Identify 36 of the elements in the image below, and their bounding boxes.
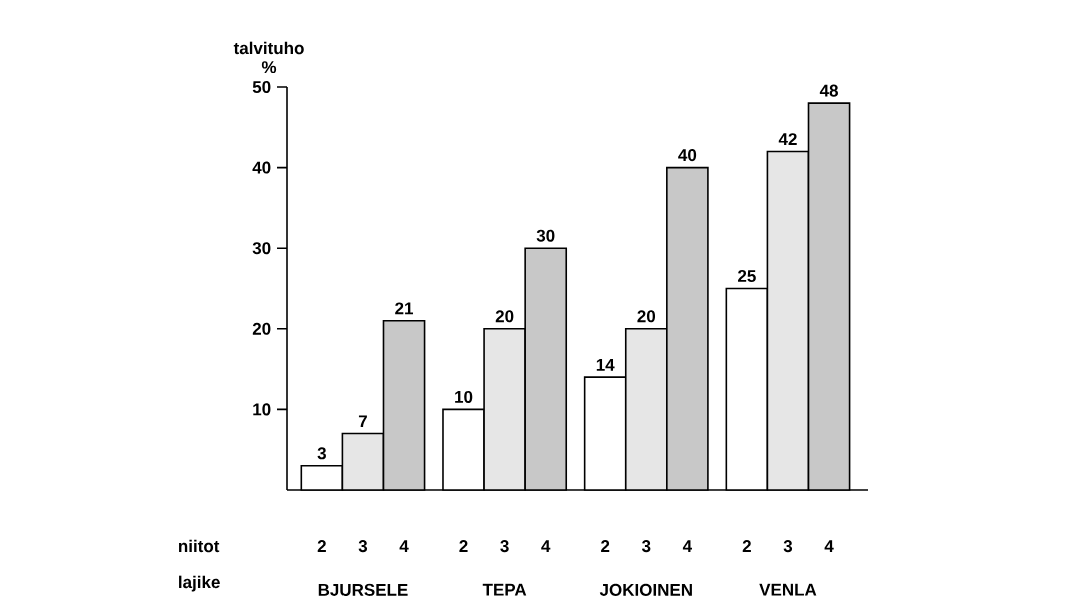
text: 2 xyxy=(459,540,468,552)
text: 4 xyxy=(541,540,551,552)
text: 3 xyxy=(641,540,651,553)
data-label: 14 xyxy=(596,358,615,371)
y-tick-label: 30 xyxy=(252,242,271,255)
y-tick-label: 10 xyxy=(253,403,271,416)
legend-title: niitot xyxy=(178,539,220,553)
text: 4 xyxy=(682,540,693,552)
text: 3 xyxy=(500,540,509,553)
text: 3 xyxy=(358,540,368,553)
text: 2 xyxy=(601,540,610,552)
data-label: 3 xyxy=(317,447,326,460)
text: 2 xyxy=(317,540,326,552)
data-label: 10 xyxy=(455,390,473,403)
y-tick-label: 50 xyxy=(252,80,271,94)
y-tick-label: 40 xyxy=(252,161,271,174)
x-tick-label: TEPA xyxy=(482,583,527,596)
data-label: 20 xyxy=(637,310,656,323)
data-label: 48 xyxy=(819,84,838,97)
data-label: 7 xyxy=(358,415,367,428)
data-label: 25 xyxy=(738,269,756,283)
text: 2 xyxy=(742,540,751,552)
data-label: 20 xyxy=(495,310,514,323)
data-label: 30 xyxy=(536,229,555,242)
y-tick-label: 20 xyxy=(252,322,271,335)
data-label: 40 xyxy=(678,149,697,162)
text: 3 xyxy=(783,540,793,553)
x-tick-label: BJURSELE xyxy=(318,583,408,596)
x-tick-label: JOKIOINEN xyxy=(599,583,692,596)
x-axis-title: lajike xyxy=(179,575,220,592)
data-label: 21 xyxy=(395,302,414,315)
x-tick-label: VENLA xyxy=(759,583,817,596)
data-label: 42 xyxy=(778,133,797,145)
text: 4 xyxy=(399,540,409,552)
y-axis-title: talvituho % xyxy=(233,41,304,74)
text: 4 xyxy=(824,540,834,552)
